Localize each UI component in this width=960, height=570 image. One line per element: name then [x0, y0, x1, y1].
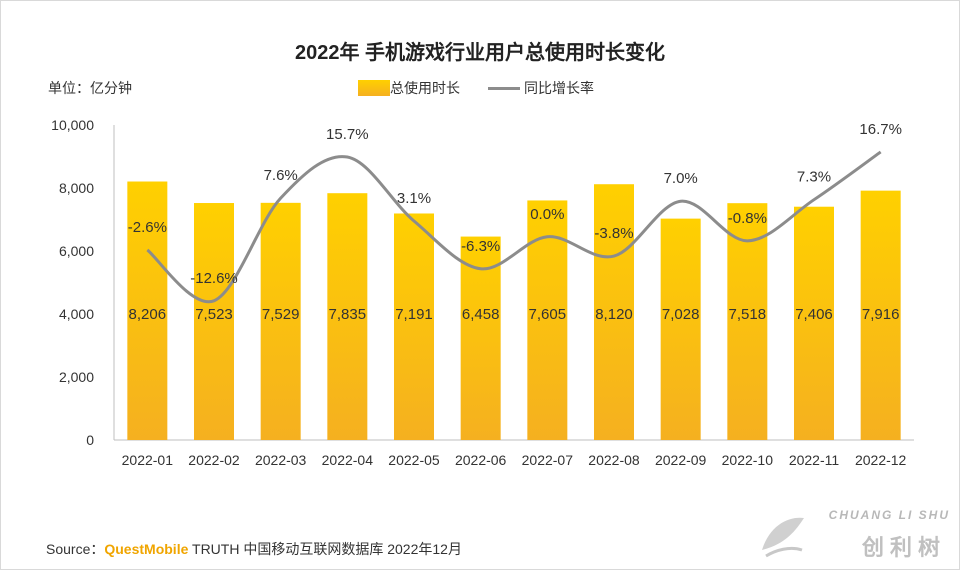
growth-rate-label: 15.7% — [326, 126, 369, 143]
bar-2022-04 — [327, 193, 368, 440]
bar-value-label: 7,529 — [262, 306, 300, 323]
growth-rate-label: -2.6% — [128, 219, 167, 236]
bar-value-label: 7,406 — [795, 306, 833, 323]
legend: 总使用时长 同比增长率 — [358, 78, 622, 98]
logo-chinese: 创利树 — [861, 535, 946, 560]
watermark-logo: CHUANG LI SHU 创利树 — [756, 504, 956, 566]
bar-2022-08 — [594, 184, 634, 440]
legend-line-label: 同比增长率 — [524, 80, 594, 96]
bar-2022-10 — [727, 203, 768, 440]
legend-bar-label: 总使用时长 — [390, 80, 460, 96]
growth-rate-label: -3.8% — [594, 225, 633, 242]
bar-2022-02 — [194, 203, 234, 440]
x-tick-label: 2022-10 — [722, 452, 774, 468]
growth-rate-label: 7.6% — [264, 167, 298, 184]
y-tick-label: 6,000 — [59, 243, 94, 259]
growth-rate-label: 16.7% — [859, 121, 902, 138]
x-tick-label: 2022-09 — [655, 452, 707, 468]
x-tick-label: 2022-05 — [388, 452, 440, 468]
logo-english: CHUANG LI SHU — [828, 508, 950, 522]
growth-rate-label: -12.6% — [190, 270, 238, 287]
bar-2022-06 — [460, 236, 501, 440]
growth-rate-line — [146, 150, 882, 304]
bar-value-label: 8,206 — [129, 306, 167, 323]
bar-value-label: 7,191 — [395, 306, 433, 323]
growth-rate-label: 0.0% — [530, 206, 564, 223]
bar-value-label: 7,518 — [729, 306, 767, 323]
bar-2022-11 — [794, 206, 834, 440]
x-tick-label: 2022-07 — [522, 452, 574, 468]
y-tick-label: 0 — [86, 432, 94, 448]
source-brand: QuestMobile — [104, 541, 189, 557]
growth-rate-label: 7.3% — [797, 169, 831, 186]
legend-item-bar: 总使用时长 — [358, 78, 460, 98]
bar-value-label: 7,835 — [329, 306, 367, 323]
x-tick-label: 2022-08 — [588, 452, 640, 468]
leaf-icon — [762, 517, 804, 558]
bar-2022-03 — [260, 202, 301, 440]
bar-2022-01 — [127, 181, 168, 441]
bar-value-label: 8,120 — [595, 306, 633, 323]
chart-title: 2022年 手机游戏行业用户总使用时长变化 — [294, 42, 666, 64]
x-tick-label: 2022-04 — [322, 452, 374, 468]
y-tick-label: 10,000 — [51, 117, 94, 133]
y-tick-label: 2,000 — [59, 369, 94, 385]
legend-item-line: 同比增长率 — [488, 78, 594, 98]
y-tick-label: 4,000 — [59, 306, 94, 322]
y-tick-label: 8,000 — [59, 180, 94, 196]
bar-value-label: 7,605 — [529, 306, 567, 323]
x-tick-label: 2022-02 — [188, 452, 240, 468]
source-prefix: Source： — [46, 541, 105, 557]
source-note: Source：QuestMobile TRUTH 中国移动互联网数据库 2022… — [46, 539, 462, 559]
legend-line-swatch — [488, 86, 520, 90]
source-rest: TRUTH 中国移动互联网数据库 2022年12月 — [188, 541, 462, 557]
bar-2022-12 — [860, 190, 901, 440]
bar-value-label: 6,458 — [462, 306, 500, 323]
x-tick-label: 2022-06 — [455, 452, 507, 468]
bar-value-label: 7,028 — [662, 306, 700, 323]
growth-rate-label: -0.8% — [728, 210, 767, 227]
legend-bar-swatch — [358, 80, 390, 96]
growth-rate-label: 7.0% — [664, 170, 698, 187]
bar-2022-09 — [660, 218, 701, 440]
x-tick-label: 2022-01 — [122, 452, 174, 468]
bar-2022-05 — [394, 213, 434, 440]
growth-rate-label: 3.1% — [397, 190, 431, 207]
bar-value-label: 7,916 — [862, 306, 900, 323]
x-tick-label: 2022-11 — [789, 452, 840, 468]
bar-value-label: 7,523 — [195, 306, 233, 323]
x-tick-label: 2022-03 — [255, 452, 307, 468]
unit-label: 单位：亿分钟 — [48, 80, 132, 96]
x-tick-label: 2022-12 — [855, 452, 907, 468]
growth-rate-label: -6.3% — [461, 238, 500, 255]
